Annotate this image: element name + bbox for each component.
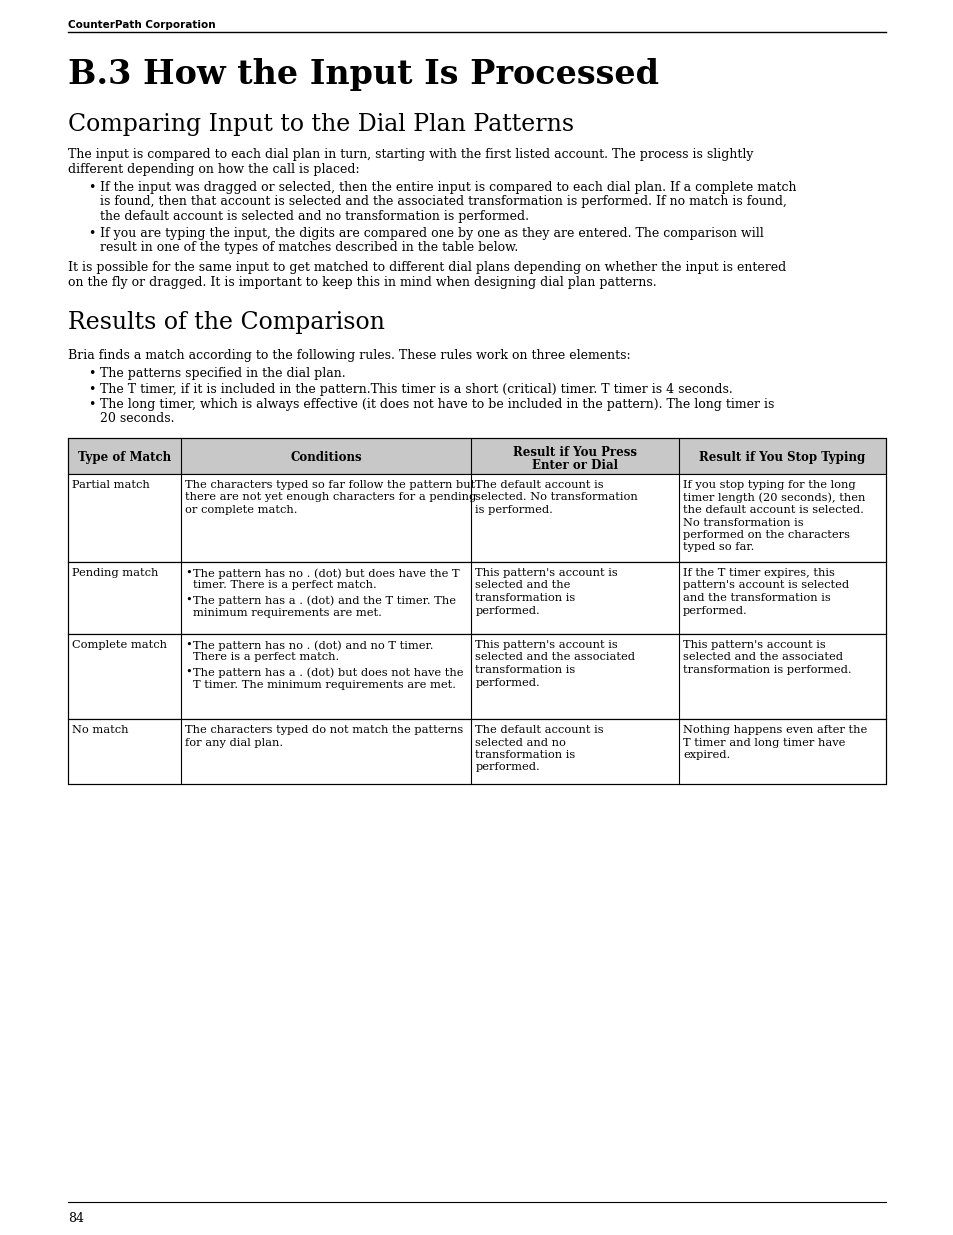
Text: The input is compared to each dial plan in turn, starting with the first listed : The input is compared to each dial plan … [68,148,753,161]
Text: for any dial plan.: for any dial plan. [185,737,283,747]
Text: •: • [185,667,192,677]
Text: The T timer, if it is included in the pattern.This timer is a short (critical) t: The T timer, if it is included in the pa… [100,383,732,395]
Text: transformation is performed.: transformation is performed. [682,664,851,676]
Text: The default account is: The default account is [475,480,603,490]
Text: The pattern has a . (dot) and the T timer. The: The pattern has a . (dot) and the T time… [193,595,456,605]
Text: Conditions: Conditions [290,451,361,464]
Text: minimum requirements are met.: minimum requirements are met. [193,608,381,618]
Text: The patterns specified in the dial plan.: The patterns specified in the dial plan. [100,367,345,380]
Text: The pattern has a . (dot) but does not have the: The pattern has a . (dot) but does not h… [193,667,463,678]
Text: •: • [88,398,95,411]
Text: CounterPath Corporation: CounterPath Corporation [68,20,215,30]
Text: is found, then that account is selected and the associated transformation is per: is found, then that account is selected … [100,195,786,209]
Text: •: • [88,182,95,194]
Text: The pattern has no . (dot) and no T timer.: The pattern has no . (dot) and no T time… [193,640,433,651]
Text: Results of the Comparison: Results of the Comparison [68,310,384,333]
Text: transformation is: transformation is [475,593,575,603]
Text: The long timer, which is always effective (it does not have to be included in th: The long timer, which is always effectiv… [100,398,774,411]
Text: Enter or Dial: Enter or Dial [532,459,618,472]
Text: timer length (20 seconds), then: timer length (20 seconds), then [682,493,864,503]
Text: This pattern's account is: This pattern's account is [475,640,618,650]
Text: No match: No match [71,725,129,735]
Text: Complete match: Complete match [71,640,167,650]
Text: performed.: performed. [475,762,539,773]
Text: performed.: performed. [475,605,539,615]
Text: •: • [88,226,95,240]
Text: •: • [88,367,95,380]
Text: No transformation is: No transformation is [682,517,802,527]
Text: timer. There is a perfect match.: timer. There is a perfect match. [193,580,376,590]
Text: result in one of the types of matches described in the table below.: result in one of the types of matches de… [100,241,517,254]
Text: If you stop typing for the long: If you stop typing for the long [682,480,855,490]
Text: Result if You Press: Result if You Press [513,446,637,459]
Text: If the input was dragged or selected, then the entire input is compared to each : If the input was dragged or selected, th… [100,182,796,194]
Text: Bria finds a match according to the following rules. These rules work on three e: Bria finds a match according to the foll… [68,348,630,362]
Text: selected and the: selected and the [475,580,570,590]
Text: •: • [88,383,95,395]
Text: •: • [185,595,192,605]
Text: It is possible for the same input to get matched to different dial plans dependi: It is possible for the same input to get… [68,262,785,274]
Text: There is a perfect match.: There is a perfect match. [193,652,338,662]
Text: selected and the associated: selected and the associated [682,652,842,662]
Text: Comparing Input to the Dial Plan Patterns: Comparing Input to the Dial Plan Pattern… [68,112,574,136]
Bar [68,634,885,719]
Text: the default account is selected.: the default account is selected. [682,505,863,515]
Bar [68,562,885,634]
Text: If the T timer expires, this: If the T timer expires, this [682,568,834,578]
Text: •: • [185,568,192,578]
Text: The pattern has no . (dot) but does have the T: The pattern has no . (dot) but does have… [193,568,459,578]
Text: performed.: performed. [682,605,747,615]
Text: 20 seconds.: 20 seconds. [100,412,174,426]
Bar [68,438,885,474]
Text: Pending match: Pending match [71,568,158,578]
Text: transformation is: transformation is [475,664,575,676]
Text: on the fly or dragged. It is important to keep this in mind when designing dial : on the fly or dragged. It is important t… [68,275,656,289]
Text: •: • [185,640,192,650]
Text: 84: 84 [68,1212,84,1225]
Text: expired.: expired. [682,750,730,760]
Text: selected and the associated: selected and the associated [475,652,635,662]
Bar [68,474,885,562]
Text: B.3 How the Input Is Processed: B.3 How the Input Is Processed [68,58,659,91]
Text: performed on the characters: performed on the characters [682,530,849,540]
Text: The characters typed do not match the patterns: The characters typed do not match the pa… [185,725,462,735]
Text: selected. No transformation: selected. No transformation [475,493,638,503]
Text: different depending on how the call is placed:: different depending on how the call is p… [68,163,359,175]
Text: This pattern's account is: This pattern's account is [475,568,618,578]
Text: Nothing happens even after the: Nothing happens even after the [682,725,866,735]
Text: the default account is selected and no transformation is performed.: the default account is selected and no t… [100,210,529,224]
Text: pattern's account is selected: pattern's account is selected [682,580,848,590]
Text: or complete match.: or complete match. [185,505,297,515]
Text: If you are typing the input, the digits are compared one by one as they are ente: If you are typing the input, the digits … [100,226,763,240]
Text: performed.: performed. [475,678,539,688]
Bar [68,719,885,784]
Text: is performed.: is performed. [475,505,553,515]
Text: Type of Match: Type of Match [78,451,171,464]
Text: T timer. The minimum requirements are met.: T timer. The minimum requirements are me… [193,679,456,689]
Text: and the transformation is: and the transformation is [682,593,830,603]
Text: The default account is: The default account is [475,725,603,735]
Text: Result if You Stop Typing: Result if You Stop Typing [699,451,864,464]
Text: transformation is: transformation is [475,750,575,760]
Text: T timer and long timer have: T timer and long timer have [682,737,844,747]
Text: This pattern's account is: This pattern's account is [682,640,825,650]
Text: there are not yet enough characters for a pending: there are not yet enough characters for … [185,493,476,503]
Text: typed so far.: typed so far. [682,542,754,552]
Text: selected and no: selected and no [475,737,565,747]
Text: The characters typed so far follow the pattern but: The characters typed so far follow the p… [185,480,475,490]
Text: Partial match: Partial match [71,480,150,490]
